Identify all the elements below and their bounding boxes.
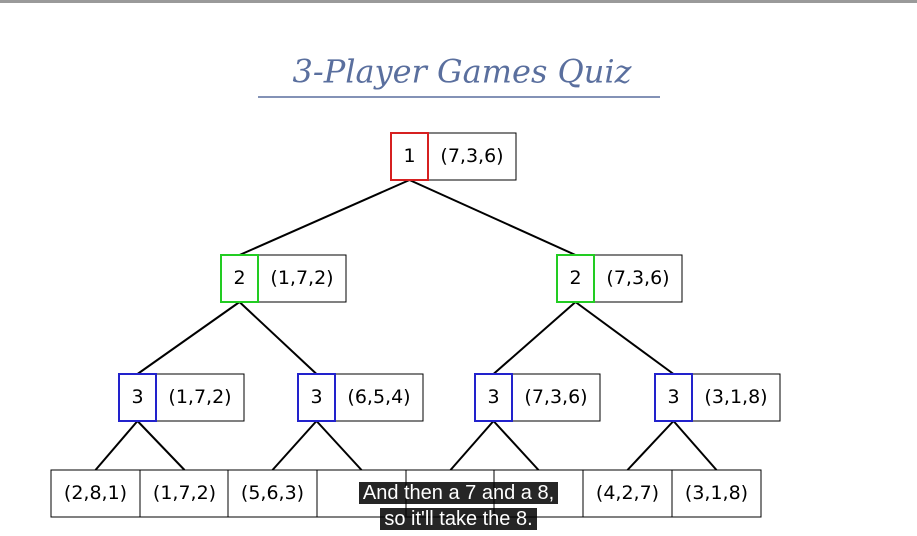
top-bar xyxy=(0,0,917,3)
payoff: (6,5,4) xyxy=(347,386,410,408)
leaf-box xyxy=(139,469,230,518)
leaf-payoff: (3,1,8) xyxy=(685,482,748,504)
player-number: 3 xyxy=(131,386,143,408)
value-box xyxy=(593,254,683,303)
player-number: 2 xyxy=(233,267,245,289)
leaf-box xyxy=(50,469,141,518)
value-box xyxy=(427,132,517,181)
value-box xyxy=(257,254,347,303)
edge xyxy=(574,301,675,375)
edge xyxy=(492,301,577,375)
player-number: 3 xyxy=(487,386,499,408)
player-box xyxy=(220,254,259,303)
player-box xyxy=(474,373,513,422)
leaf-box xyxy=(582,469,673,518)
payoff: (7,3,6) xyxy=(440,145,503,167)
edge xyxy=(238,301,318,375)
player-number: 1 xyxy=(403,145,415,167)
player-box xyxy=(118,373,157,422)
player-number: 3 xyxy=(310,386,322,408)
edge xyxy=(271,420,318,471)
player-number: 2 xyxy=(569,267,581,289)
edge xyxy=(315,420,363,471)
leaf-box xyxy=(227,469,318,518)
edge xyxy=(136,420,186,471)
leaf-payoff: (1,7,2) xyxy=(153,482,216,504)
player-box xyxy=(556,254,595,303)
leaf-box xyxy=(671,469,762,518)
caption-text: so it'll take the 8. xyxy=(380,508,537,530)
edge xyxy=(94,420,139,471)
edge xyxy=(136,301,241,375)
edge xyxy=(449,420,495,471)
title: 3-Player Games Quiz xyxy=(293,53,633,91)
payoff: (3,1,8) xyxy=(704,386,767,408)
edge xyxy=(672,420,718,471)
player-box xyxy=(390,132,429,181)
edge xyxy=(409,179,576,256)
player-number: 3 xyxy=(667,386,679,408)
player-box xyxy=(297,373,336,422)
value-box xyxy=(511,373,601,422)
payoff: (1,7,2) xyxy=(270,267,333,289)
edge xyxy=(492,420,540,471)
edge xyxy=(239,179,410,256)
payoff: (7,3,6) xyxy=(606,267,669,289)
payoff: (7,3,6) xyxy=(524,386,587,408)
leaf-payoff: (2,8,1) xyxy=(64,482,127,504)
payoff: (1,7,2) xyxy=(168,386,231,408)
caption-line: And then a 7 and a 8, xyxy=(0,481,917,506)
leaf-payoff: (4,2,7) xyxy=(596,482,659,504)
player-box xyxy=(654,373,693,422)
leaf-payoff: (5,6,3) xyxy=(241,482,304,504)
caption-line: so it'll take the 8. xyxy=(0,507,917,532)
edge xyxy=(626,420,675,471)
caption-text: And then a 7 and a 8, xyxy=(358,482,559,504)
